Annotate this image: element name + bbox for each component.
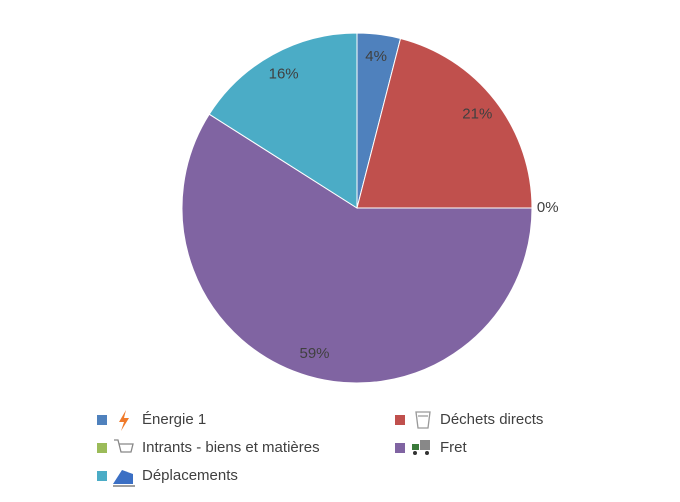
data-label: 16% <box>269 66 299 83</box>
legend-label: Énergie 1 <box>142 411 206 428</box>
icon-cart <box>114 439 134 453</box>
data-label: 0% <box>537 199 559 216</box>
legend-swatch <box>97 443 107 453</box>
legend-label: Intrants - biens et matières <box>142 439 320 456</box>
legend-label: Fret <box>440 439 468 456</box>
legend-swatch <box>395 415 405 425</box>
data-label: 4% <box>365 48 387 65</box>
legend-label: Déchets directs <box>440 411 543 428</box>
pie-slice <box>208 32 358 209</box>
icon-truck <box>412 440 430 455</box>
legend-swatch <box>97 415 107 425</box>
legend-swatch <box>395 443 405 453</box>
pie-slice <box>181 113 533 384</box>
data-label: 21% <box>462 106 492 123</box>
legend-icons <box>113 410 431 487</box>
data-label: 59% <box>300 345 330 362</box>
icon-energy <box>119 410 129 431</box>
pie-slice <box>356 37 533 209</box>
icon-bin <box>415 411 431 429</box>
icon-train <box>113 470 135 487</box>
legend-swatch <box>97 471 107 481</box>
legend-label: Déplacements <box>142 467 238 484</box>
